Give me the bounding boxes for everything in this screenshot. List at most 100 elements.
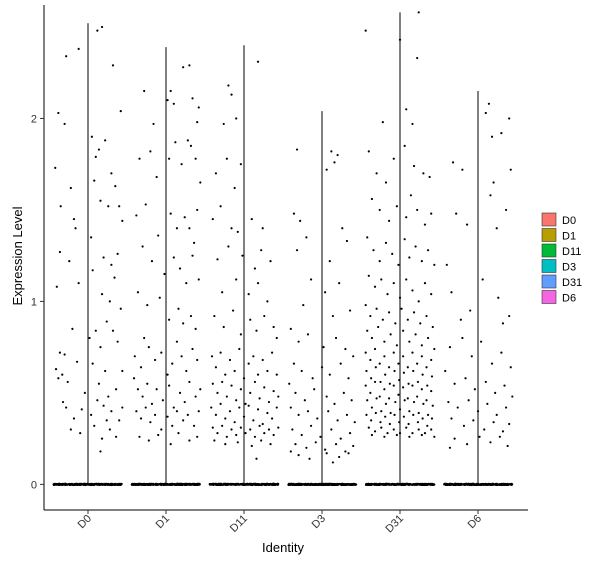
- data-point: [397, 393, 400, 396]
- data-point: [426, 249, 430, 252]
- data-point: [153, 413, 157, 416]
- data-point: [369, 314, 372, 318]
- data-point: [394, 322, 397, 325]
- legend-label-d6: D6: [562, 293, 576, 305]
- data-point: [501, 322, 505, 325]
- data-point: [118, 205, 121, 208]
- zero-point: [478, 483, 481, 486]
- data-point: [398, 408, 402, 411]
- zero-point: [148, 482, 151, 485]
- data-point: [366, 399, 369, 402]
- data-point: [484, 111, 487, 115]
- data-point: [104, 139, 107, 142]
- zero-point: [57, 482, 60, 486]
- data-point: [230, 384, 233, 387]
- data-point: [398, 38, 402, 41]
- data-point: [373, 430, 377, 433]
- data-point: [233, 421, 236, 424]
- data-point: [373, 285, 377, 288]
- zero-point: [348, 483, 351, 486]
- data-point: [372, 249, 375, 252]
- legend-label-d0: D0: [562, 215, 576, 227]
- zero-point: [390, 483, 393, 486]
- zero-point: [247, 483, 251, 486]
- data-point: [428, 175, 431, 179]
- data-point: [239, 163, 242, 166]
- data-point: [225, 395, 228, 398]
- data-point: [55, 285, 58, 288]
- zero-point: [503, 482, 506, 486]
- zero-point: [381, 483, 384, 486]
- data-point: [277, 395, 280, 398]
- legend-label-d31: D31: [562, 277, 582, 289]
- zero-point: [160, 483, 163, 486]
- x-tick-label: D0: [76, 513, 94, 531]
- data-point: [260, 439, 263, 442]
- x-tick-label: D1: [154, 513, 172, 531]
- data-point: [331, 314, 335, 318]
- data-point: [375, 172, 378, 175]
- data-point: [402, 415, 405, 418]
- data-point: [227, 245, 230, 248]
- data-point: [374, 411, 377, 415]
- data-point: [344, 347, 347, 351]
- data-point: [66, 380, 69, 384]
- data-point: [199, 181, 202, 184]
- data-point: [263, 386, 266, 389]
- data-point: [228, 358, 232, 362]
- data-point: [144, 203, 147, 206]
- data-point: [230, 93, 233, 96]
- data-point: [194, 327, 197, 330]
- data-point: [169, 443, 172, 446]
- zero-point: [263, 483, 266, 486]
- zero-point: [114, 483, 117, 486]
- data-point: [65, 55, 68, 58]
- data-point: [423, 282, 427, 285]
- zero-point: [220, 482, 223, 485]
- data-point: [194, 157, 197, 160]
- data-point: [242, 415, 246, 418]
- zero-point: [350, 483, 353, 487]
- data-point: [416, 56, 419, 60]
- data-point: [423, 432, 427, 435]
- data-point: [75, 360, 79, 363]
- data-point: [392, 351, 395, 354]
- data-point: [322, 346, 325, 349]
- x-axis-title: Identity: [262, 540, 304, 555]
- zero-point: [76, 483, 80, 486]
- data-point: [177, 432, 180, 435]
- data-point: [261, 358, 264, 362]
- data-point: [421, 417, 424, 420]
- data-point: [501, 430, 505, 433]
- data-point: [83, 391, 86, 394]
- data-point: [235, 399, 238, 402]
- data-point: [383, 355, 386, 358]
- data-point: [253, 380, 257, 384]
- data-point: [238, 406, 241, 409]
- data-point: [249, 318, 252, 321]
- data-point: [373, 347, 377, 351]
- data-point: [272, 389, 275, 393]
- data-point: [370, 336, 374, 340]
- data-point: [147, 346, 150, 349]
- data-point: [305, 446, 308, 449]
- data-point: [433, 435, 436, 438]
- data-point: [138, 435, 141, 438]
- data-point: [178, 267, 182, 270]
- data-point: [411, 432, 414, 435]
- data-point: [480, 340, 483, 343]
- data-point: [255, 329, 258, 332]
- data-point: [384, 241, 388, 244]
- data-point: [149, 421, 152, 424]
- data-point: [508, 422, 511, 426]
- data-point: [386, 432, 389, 435]
- data-point: [172, 256, 175, 259]
- zero-point: [246, 483, 249, 486]
- category-group-d11: [208, 45, 280, 487]
- data-point: [275, 406, 278, 409]
- data-point: [319, 435, 322, 438]
- data-point: [405, 426, 408, 429]
- data-point: [77, 47, 80, 51]
- data-point: [348, 309, 352, 312]
- data-point: [188, 439, 191, 442]
